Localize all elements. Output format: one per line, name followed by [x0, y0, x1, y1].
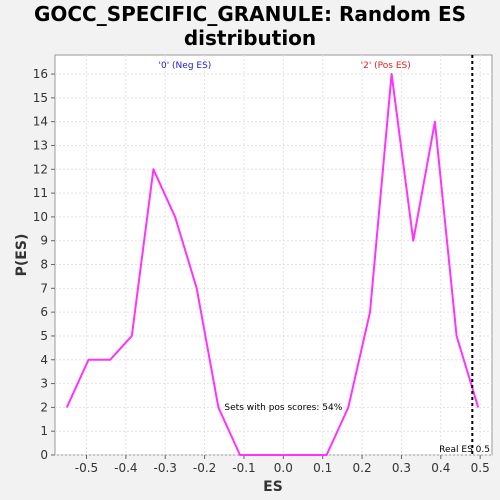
y-tick-label: 0	[40, 448, 48, 462]
y-tick-label: 10	[33, 210, 48, 224]
y-axis-label: P(ES)	[14, 234, 30, 277]
x-tick-label: -0.1	[232, 461, 255, 475]
x-axis-label: ES	[263, 479, 283, 495]
y-tick-label: 12	[33, 162, 48, 176]
y-tick-label: 13	[33, 138, 48, 152]
grid-layer	[55, 55, 492, 456]
y-tick-label: 11	[33, 186, 48, 200]
x-tick-label: -0.5	[75, 461, 98, 475]
y-tick-label: 2	[40, 400, 48, 414]
x-tick-label: 0.3	[392, 461, 411, 475]
series-line	[65, 73, 480, 456]
chart-title: GOCC_SPECIFIC_GRANULE: Random ES distrib…	[0, 2, 500, 50]
real-es-label: Real ES 0.5	[439, 445, 490, 455]
x-tick-label: -0.4	[114, 461, 137, 475]
x-tick-label: 0.5	[471, 461, 490, 475]
annotation-layer: '0' (Neg ES) '2' (Pos ES) Sets with pos sc…	[159, 61, 490, 455]
chart-title-line-1: GOCC_SPECIFIC_GRANULE: Random ES	[33, 2, 467, 26]
x-tick-label: 0.2	[353, 461, 372, 475]
chart-title-line-2: distribution	[183, 26, 317, 50]
y-tick-label: 7	[40, 281, 48, 295]
x-tick-label: 0.4	[431, 461, 450, 475]
y-tick-label: 3	[40, 377, 48, 391]
y-tick-label: 8	[40, 258, 48, 272]
y-tick-label: 14	[33, 115, 48, 129]
x-tick-label: -0.3	[154, 461, 177, 475]
neg-es-label: '0' (Neg ES)	[159, 61, 212, 71]
pos-scores-label: Sets with pos scores: 54%	[224, 403, 342, 413]
y-tick-label: 16	[33, 67, 48, 81]
y-tick-label: 6	[40, 305, 48, 319]
x-tick-label: 0.0	[274, 461, 293, 475]
y-tick-label: 15	[33, 91, 48, 105]
y-tick-label: 5	[40, 329, 48, 343]
pos-es-label: '2' (Pos ES)	[361, 61, 411, 71]
y-tick-label: 9	[40, 234, 48, 248]
x-tick-label: -0.2	[193, 461, 216, 475]
plot-area	[54, 54, 493, 456]
x-tick-label: 0.1	[313, 461, 332, 475]
y-tick-label: 1	[40, 424, 48, 438]
series-layer	[65, 55, 480, 456]
y-tick-label: 4	[40, 353, 48, 367]
